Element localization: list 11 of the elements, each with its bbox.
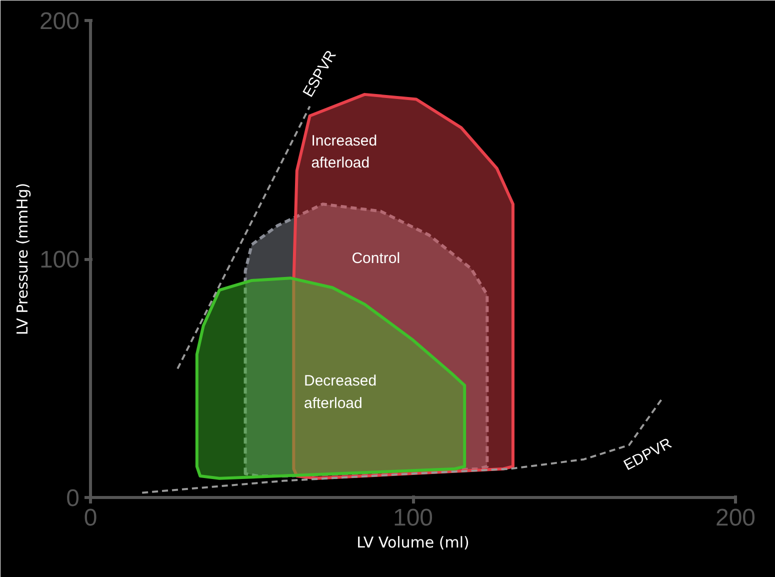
y-tick-label: 200 <box>39 8 80 35</box>
x-tick-label: 100 <box>392 504 434 532</box>
y-tick-label: 0 <box>66 485 80 512</box>
y-axis-title: LV Pressure (mmHg) <box>13 182 32 336</box>
x-tick-label: 0 <box>84 504 98 532</box>
series-label: Decreased afterload <box>304 372 377 412</box>
series-label: Control <box>352 250 400 268</box>
y-tick-label: 100 <box>39 246 80 274</box>
series-label: Increased afterload <box>311 132 378 172</box>
x-axis-title: LV Volume (ml) <box>356 534 470 552</box>
x-tick-label: 200 <box>715 504 756 532</box>
